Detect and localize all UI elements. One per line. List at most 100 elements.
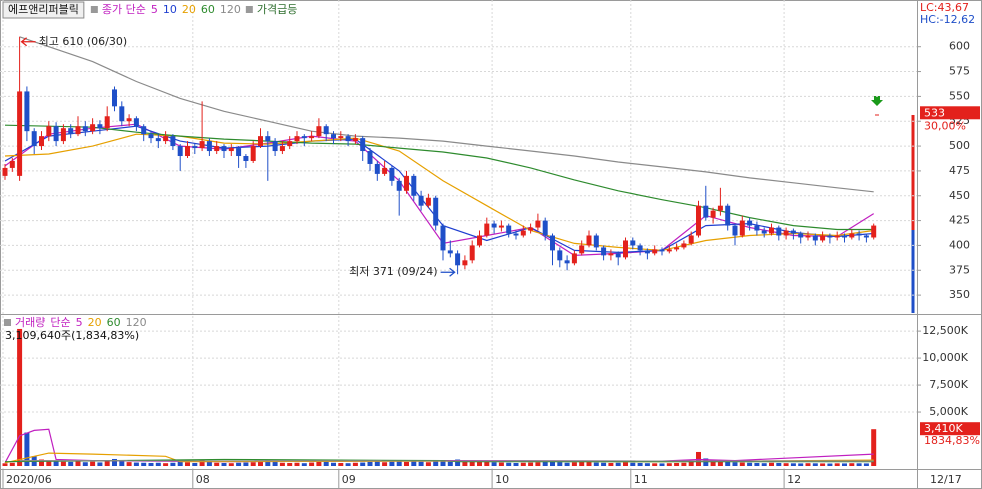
candle-body (739, 220, 745, 236)
volume-bar (863, 463, 869, 466)
volume-bar (535, 462, 541, 466)
candle-body (9, 160, 15, 168)
candle-body (440, 225, 446, 251)
candle-body (783, 230, 789, 236)
current-label: 3,410K (924, 422, 963, 435)
candle-body (688, 235, 694, 244)
volume-bar (528, 462, 534, 466)
candle-body (301, 136, 307, 139)
candle-body (586, 235, 592, 246)
volume-bar (725, 461, 731, 466)
candle-body (323, 126, 329, 135)
candle-body (615, 253, 621, 258)
annotation-arrow (20, 37, 36, 47)
volume-bar (805, 463, 811, 466)
candle-body (250, 146, 256, 161)
x-tick-label: 08 (196, 473, 210, 486)
volume-bar (396, 460, 402, 466)
volume-bar (747, 462, 753, 466)
volume-bar (506, 462, 512, 466)
volume-bar (309, 462, 315, 466)
volume-bar (367, 461, 373, 466)
candle-body (630, 240, 636, 246)
volume-bar (185, 462, 190, 466)
candle-body (871, 225, 877, 238)
y-tick-label: 350 (949, 288, 970, 301)
candle-body (761, 230, 767, 234)
candle-body (53, 126, 59, 142)
candle-body (484, 223, 490, 236)
x-tick-label: 12 (787, 473, 801, 486)
volume-bar (338, 462, 344, 466)
volume-bar (250, 462, 256, 466)
legend-square (245, 6, 253, 13)
volume-bar (856, 463, 862, 466)
volume-bar (842, 463, 847, 466)
volume-bar (717, 461, 723, 466)
volume-bar (571, 462, 577, 466)
candle-body (418, 195, 424, 206)
volume-bar (104, 460, 110, 466)
candle-body (199, 141, 205, 149)
candle-body (579, 245, 585, 254)
volume-bar (776, 462, 782, 466)
candle-body (68, 128, 74, 135)
annotation: 최저 371 (09/24) (349, 265, 438, 278)
legend-square (4, 319, 11, 326)
volume-bar (783, 463, 789, 466)
legend-entry: 60 (107, 316, 121, 329)
candle-body (754, 225, 760, 231)
volume-bar (790, 463, 796, 466)
volume-bar (112, 458, 117, 466)
volume-bar (177, 461, 183, 466)
candle-body (294, 136, 300, 142)
candle-body (520, 230, 526, 236)
volume-bar (155, 462, 161, 466)
candle-body (126, 118, 132, 122)
candle-body (790, 230, 796, 234)
candle-body (593, 235, 599, 248)
volume-bar (425, 462, 431, 466)
moving-average (19, 36, 874, 193)
candle-body (31, 131, 37, 147)
y-tick-label: 450 (949, 189, 970, 202)
legend-entry: 5 (151, 3, 158, 16)
volume-bar (331, 462, 336, 466)
candle-body (703, 205, 709, 218)
candle-body (60, 128, 66, 142)
volume-bar (90, 461, 96, 466)
volume-bar (433, 461, 439, 466)
volume-bar (659, 463, 665, 466)
legend-entry: 종가 단순 (102, 3, 146, 16)
volume-bar (301, 463, 307, 466)
volume-bar (769, 462, 774, 466)
volume-bar (601, 462, 607, 466)
candle-body (637, 245, 643, 251)
candle-body (170, 136, 176, 147)
y-tick-label: 12,500K (922, 324, 968, 337)
volume-bar (710, 460, 716, 466)
candle-body (550, 235, 555, 251)
volume-bar (557, 462, 563, 466)
candle-body (469, 245, 475, 261)
candle-body (24, 91, 30, 132)
candle-body (498, 225, 504, 228)
stock-name[interactable]: 에프앤리퍼블릭 (8, 3, 79, 16)
candle-body (849, 233, 855, 238)
volume-bar (812, 463, 818, 466)
volume-bar (513, 462, 519, 466)
volume-bar (564, 462, 570, 466)
candle-body (491, 223, 497, 228)
volume-bar (827, 463, 833, 466)
candle-body (155, 138, 161, 142)
volume-bar (404, 461, 409, 466)
y-tick-label: 5,000K (929, 405, 968, 418)
candle-body (338, 136, 344, 139)
candle-body (856, 233, 862, 236)
stock-button[interactable] (2, 1, 85, 19)
volume-bar (352, 462, 358, 466)
candle-body (236, 148, 242, 157)
volume-bar (39, 459, 44, 466)
volume-bar (455, 459, 461, 466)
